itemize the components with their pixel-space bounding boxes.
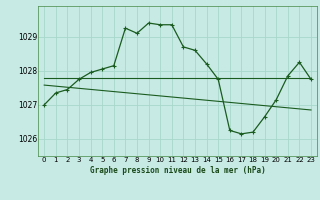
- X-axis label: Graphe pression niveau de la mer (hPa): Graphe pression niveau de la mer (hPa): [90, 166, 266, 175]
